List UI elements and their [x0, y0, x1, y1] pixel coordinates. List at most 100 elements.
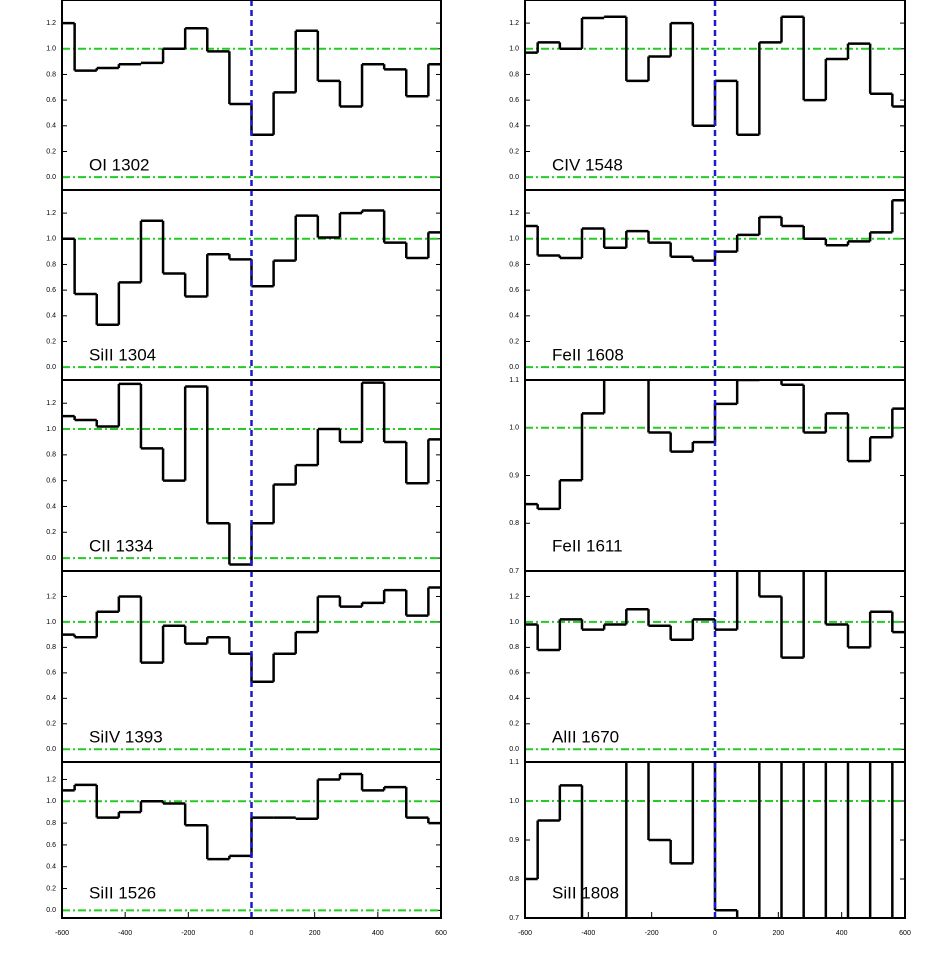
plot-area [62, 0, 441, 190]
y-tick-label: 0.4 [509, 695, 519, 702]
y-tick-label: 0.8 [46, 261, 56, 268]
y-tick-label: 0.6 [46, 287, 56, 294]
panel-label: OI 1302 [89, 155, 150, 174]
panel: 0.0 0.2 0.4 0.6 0.8 1.0 1.2 OI 1302 [46, 0, 442, 191]
panel: 0.0 0.2 0.4 0.6 0.8 1.0 1.2 CII 1334 [46, 379, 442, 572]
plot-area [525, 190, 905, 380]
y-tick-label: 0.2 [509, 148, 519, 155]
y-tick-label: 0.6 [509, 97, 519, 104]
y-tick-label: 0.6 [46, 478, 56, 485]
panel: 0.0 0.2 0.4 0.6 0.8 1.0 1.2 FeII 1608 [509, 189, 906, 381]
y-tick-label: 0.8 [509, 261, 519, 268]
y-tick-label: 0.6 [46, 842, 56, 849]
y-tick-label: 0.6 [46, 670, 56, 677]
y-tick-label: 1.2 [46, 593, 56, 600]
x-tick-label: 200 [772, 930, 784, 937]
y-tick-label: 0.0 [46, 555, 56, 562]
plot-area [62, 190, 441, 380]
panel: 0.0 0.2 0.4 0.6 0.8 1.0 1.2 SiIV 1393 [46, 570, 442, 763]
y-tick-label: 0.2 [509, 721, 519, 728]
x-tick-label: -400 [118, 930, 132, 937]
plot-area [525, 380, 905, 571]
panel-label: CII 1334 [89, 536, 153, 555]
y-tick-label: 0.0 [46, 364, 56, 371]
y-tick-label: 0.6 [509, 287, 519, 294]
y-tick-label: 1.2 [46, 210, 56, 217]
y-tick-label: 1.2 [509, 20, 519, 27]
y-tick-label: 1.0 [46, 426, 56, 433]
y-tick-label: 0.8 [509, 71, 519, 78]
y-tick-label: 0.8 [46, 71, 56, 78]
y-tick-label: 0.9 [509, 472, 519, 479]
panel: 0.0 0.2 0.4 0.6 0.8 1.0 1.2 -600 -400 -200 0 200 400… [46, 761, 447, 937]
x-tick-label: 400 [836, 930, 848, 937]
y-tick-label: 1.2 [46, 400, 56, 407]
panel-label: SiII 1808 [552, 883, 619, 902]
frame [524, 761, 906, 919]
y-tick-label: 0.4 [46, 695, 56, 702]
y-tick-label: 0.8 [46, 452, 56, 459]
y-tick-label: 1.0 [509, 798, 519, 805]
x-tick-label: 200 [309, 930, 321, 937]
x-tick-label: 600 [899, 930, 911, 937]
panel-label: FeII 1608 [552, 345, 624, 364]
y-tick-label: 1.1 [509, 759, 519, 766]
panel-label: CIV 1548 [552, 155, 623, 174]
y-tick-label: 0.0 [46, 174, 56, 181]
y-tick-label: 0.6 [46, 97, 56, 104]
y-tick-label: 1.0 [509, 619, 519, 626]
x-tick-label: 400 [372, 930, 384, 937]
panel: 0.0 0.2 0.4 0.6 0.8 1.0 1.2 CIV 1548 [509, 0, 906, 191]
y-tick-label: 1.2 [509, 210, 519, 217]
x-tick-label: 0 [713, 930, 717, 937]
y-tick-label: 0.0 [509, 174, 519, 181]
y-tick-label: 1.0 [509, 425, 519, 432]
y-tick-label: 0.4 [46, 313, 56, 320]
y-tick-label: 1.2 [509, 593, 519, 600]
y-tick-label: 0.2 [509, 338, 519, 345]
y-tick-label: 0.6 [509, 670, 519, 677]
y-tick-label: 0.8 [509, 876, 519, 883]
y-tick-label: 1.2 [46, 776, 56, 783]
plot-area [525, 762, 905, 918]
panel-label: SiIV 1393 [89, 727, 163, 746]
x-tick-label: -600 [55, 930, 69, 937]
y-tick-label: 0.9 [509, 837, 519, 844]
frame [61, 761, 442, 919]
y-tick-label: 0.8 [509, 520, 519, 527]
y-tick-label: 0.0 [46, 746, 56, 753]
y-tick-label: 0.7 [509, 568, 519, 575]
y-tick-label: 0.2 [46, 338, 56, 345]
y-tick-label: 0.8 [46, 644, 56, 651]
plot-area [525, 0, 905, 190]
y-tick-label: 1.0 [509, 236, 519, 243]
y-tick-label: 0.4 [46, 864, 56, 871]
x-tick-label: -200 [181, 930, 195, 937]
panel: 0.7 0.8 0.9 1.0 1.1 FeII 1611 [509, 377, 906, 575]
y-tick-label: 1.0 [46, 46, 56, 53]
panel: 0.0 0.2 0.4 0.6 0.8 1.0 1.2 SiII 1304 [46, 189, 442, 381]
y-tick-label: 0.4 [509, 123, 519, 130]
plot-area [62, 380, 441, 571]
panel-label: AlII 1670 [552, 727, 619, 746]
x-tick-label: 600 [435, 930, 447, 937]
x-tick-label: -200 [645, 930, 659, 937]
panel: 0.7 0.8 0.9 1.0 1.1 -600 -400 -200 0 200 400 600 SiI… [509, 759, 911, 937]
x-tick-label: -400 [581, 930, 595, 937]
plot-area [62, 571, 441, 762]
y-tick-label: 1.0 [46, 619, 56, 626]
panel-label: SiII 1526 [89, 883, 156, 902]
panel: 0.0 0.2 0.4 0.6 0.8 1.0 1.2 AlII 1670 [509, 570, 906, 763]
panel-label: FeII 1611 [552, 536, 623, 555]
y-tick-label: 1.1 [509, 377, 519, 384]
y-tick-label: 0.4 [46, 503, 56, 510]
y-tick-label: 1.2 [46, 20, 56, 27]
y-tick-label: 0.0 [509, 364, 519, 371]
y-tick-label: 0.2 [46, 885, 56, 892]
y-tick-label: 0.2 [46, 721, 56, 728]
y-tick-label: 0.8 [509, 644, 519, 651]
y-tick-label: 0.7 [509, 915, 519, 922]
y-tick-label: 0.4 [509, 313, 519, 320]
y-tick-label: 0.0 [509, 746, 519, 753]
y-tick-label: 0.8 [46, 820, 56, 827]
